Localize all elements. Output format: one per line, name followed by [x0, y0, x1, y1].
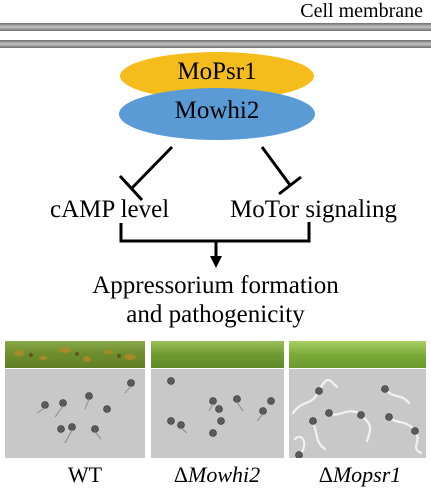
- genotype-label-mopsr1: ΔMopsr1: [296, 462, 424, 488]
- mopsr1-gene-name: Mopsr1: [332, 462, 402, 487]
- mopsr1-label: MoPsr1: [177, 58, 257, 85]
- membrane-label: Cell membrane: [300, 0, 423, 22]
- genotype-label-mowhi2: ΔMowhi2: [158, 462, 276, 488]
- mowhi2-microscopy-image: [151, 369, 284, 458]
- delta-symbol: Δ: [318, 462, 333, 487]
- outcome-line-1: Appressorium formation: [92, 272, 339, 299]
- inhibition-arrow-right: [260, 146, 292, 186]
- outcome-line-2: and pathogenicity: [126, 301, 305, 328]
- mopsr1-leaf-image: [289, 341, 426, 368]
- delta-symbol: Δ: [173, 462, 189, 487]
- mopsr1-microscopy-image: [289, 369, 426, 458]
- mowhi2-leaf-image: [151, 341, 284, 368]
- mopsr1-panel: [289, 341, 426, 458]
- inhibition-arrow-left: [129, 145, 174, 191]
- inhibition-bar-right: [278, 175, 302, 196]
- wt-label: WT: [67, 462, 103, 487]
- motor-signaling-label: MoTor signaling: [230, 196, 397, 223]
- mowhi2-gene-name: Mowhi2: [188, 462, 261, 487]
- genotype-label-wt: WT: [55, 462, 115, 488]
- converge-bracket: [119, 222, 311, 243]
- mowhi2-label: Mowhi2: [174, 97, 260, 124]
- camp-level-label: cAMP level: [50, 196, 170, 223]
- mowhi2-panel: [151, 341, 284, 458]
- inhibition-bar-left: [118, 174, 144, 202]
- membrane-line-bottom: [0, 40, 431, 48]
- wt-microscopy-image: [5, 369, 145, 458]
- mowhi2-ellipse: [119, 88, 315, 140]
- wt-panel: [5, 341, 145, 458]
- converge-arrowhead: [210, 256, 222, 268]
- membrane-line-top: [0, 23, 431, 31]
- wt-leaf-image: [5, 341, 145, 368]
